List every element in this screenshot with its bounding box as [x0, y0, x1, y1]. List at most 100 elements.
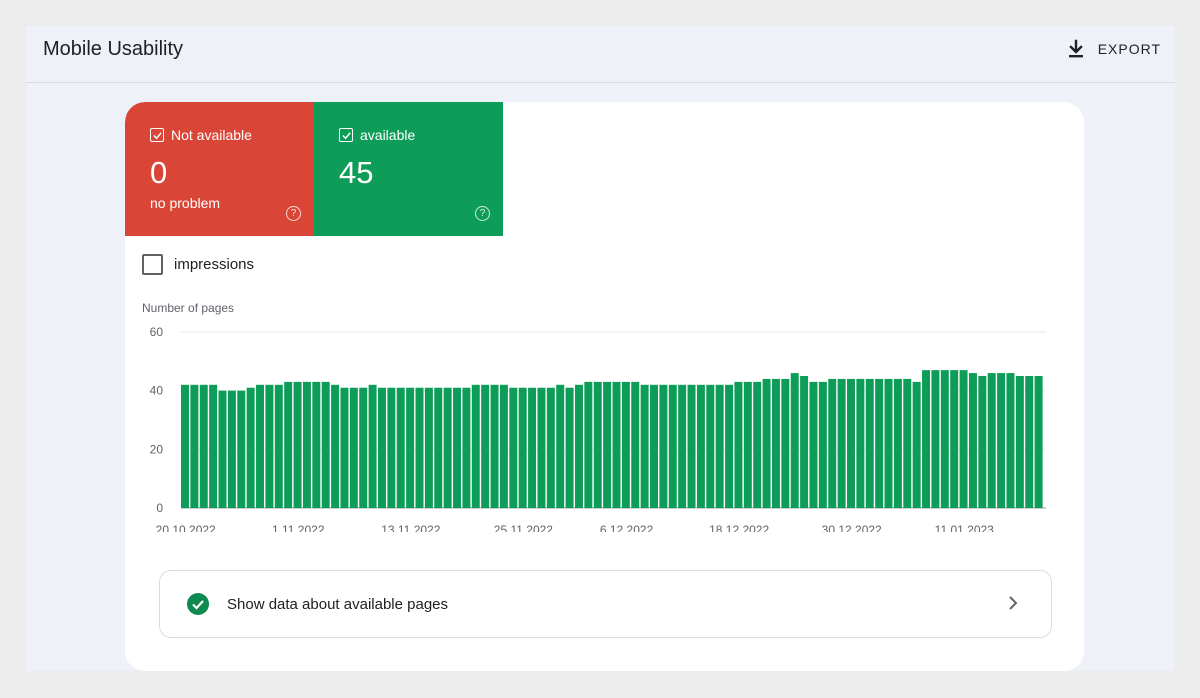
checkbox-checked-icon[interactable] — [150, 128, 164, 142]
bar — [574, 384, 583, 508]
bar — [321, 381, 330, 508]
bar — [1015, 376, 1024, 508]
bar — [753, 381, 762, 508]
bar-chart: Number of pages 0 20 40 60 20.10.2022 1.11.202… — [142, 301, 1046, 532]
bar — [453, 387, 462, 508]
bar — [181, 384, 189, 508]
check-circle-icon — [187, 593, 209, 615]
bar — [734, 381, 743, 508]
bar — [790, 373, 799, 508]
export-button[interactable]: EXPORT — [1066, 37, 1161, 61]
download-icon — [1068, 39, 1083, 58]
x-tick-label: 25.11.2022 — [494, 523, 553, 532]
bar — [312, 381, 321, 508]
bar — [668, 384, 677, 508]
y-tick-label: 60 — [150, 325, 164, 339]
report-header: Mobile Usability EXPORT — [26, 26, 1175, 83]
x-tick-label: 18.12.2022 — [709, 523, 769, 532]
bar — [659, 384, 668, 508]
bar — [499, 384, 508, 508]
tile-label: available — [360, 127, 416, 143]
bar — [884, 378, 893, 508]
y-tick-label: 20 — [150, 442, 164, 456]
bar — [593, 381, 602, 508]
bar — [762, 378, 771, 508]
x-tick-label: 13.11.2022 — [381, 523, 440, 532]
bar — [537, 387, 546, 508]
bar — [406, 387, 415, 508]
checkbox-checked-icon[interactable] — [339, 128, 353, 142]
summary-card: Not available 0 no problem ? available 4… — [125, 102, 1084, 671]
bar — [715, 384, 724, 508]
bar — [959, 370, 968, 508]
bar — [462, 387, 471, 508]
bar — [875, 378, 884, 508]
bar — [359, 387, 368, 508]
bar — [246, 387, 255, 508]
bar — [800, 376, 809, 508]
tile-value: 45 — [339, 155, 374, 190]
bar — [809, 381, 818, 508]
bar — [893, 378, 902, 508]
bar — [340, 387, 349, 508]
bar — [424, 387, 433, 508]
bar — [528, 387, 537, 508]
bar — [518, 387, 527, 508]
bar — [743, 381, 752, 508]
bar — [284, 381, 293, 508]
bar — [922, 370, 931, 508]
bar — [603, 381, 612, 508]
y-tick-label: 0 — [156, 501, 163, 515]
x-tick-label: 1.11.2022 — [272, 523, 325, 532]
bar — [706, 384, 715, 508]
bar — [781, 378, 790, 508]
bar — [978, 376, 987, 508]
tile-label: Not available — [171, 127, 252, 143]
show-available-pages-button[interactable]: Show data about available pages — [159, 570, 1052, 638]
bar — [293, 381, 302, 508]
bar — [387, 387, 396, 508]
bar — [847, 378, 855, 508]
bar — [940, 370, 949, 508]
bar — [771, 378, 780, 508]
bar — [490, 384, 499, 508]
help-icon[interactable]: ? — [475, 206, 490, 221]
bar — [865, 378, 874, 508]
tile-subtitle: no problem — [150, 195, 221, 211]
bar — [912, 381, 921, 508]
bar — [471, 384, 480, 508]
show-data-label: Show data about available pages — [227, 595, 449, 613]
tile-value: 0 — [150, 155, 168, 190]
bar — [556, 384, 565, 508]
available-tile[interactable]: available 45 ? — [314, 102, 503, 236]
bar — [931, 370, 940, 508]
y-tick-label: 40 — [150, 384, 164, 398]
bar — [650, 384, 658, 508]
x-tick-label: 20.10.2022 — [156, 523, 216, 532]
not-available-tile[interactable]: Not available 0 no problem ? — [125, 102, 314, 236]
x-tick-label: 30.12.2022 — [822, 523, 882, 532]
impressions-toggle[interactable]: impressions — [142, 254, 254, 275]
bar — [349, 387, 358, 508]
bar — [687, 384, 696, 508]
bar — [415, 387, 424, 508]
export-label: EXPORT — [1097, 41, 1161, 57]
bar — [818, 381, 827, 508]
bar — [227, 390, 236, 508]
bar — [1034, 376, 1043, 508]
bar — [274, 384, 283, 508]
x-tick-label: 6.12.2022 — [600, 523, 654, 532]
bar — [1025, 376, 1034, 508]
x-tick-label: 11.01.2023 — [935, 523, 994, 532]
bar — [640, 384, 649, 508]
bar — [377, 387, 386, 508]
bar — [584, 381, 593, 508]
help-icon[interactable]: ? — [286, 206, 301, 221]
checkbox-unchecked-icon[interactable] — [142, 254, 163, 275]
bar — [725, 384, 734, 508]
bar — [987, 373, 996, 508]
bar — [1006, 373, 1015, 508]
bar — [331, 384, 340, 508]
pages-chart: Number of pages 0 20 40 60 20.10.2022 1.11.202… — [125, 292, 1084, 532]
report-panel: Mobile Usability EXPORT Not available 0 … — [26, 26, 1175, 671]
